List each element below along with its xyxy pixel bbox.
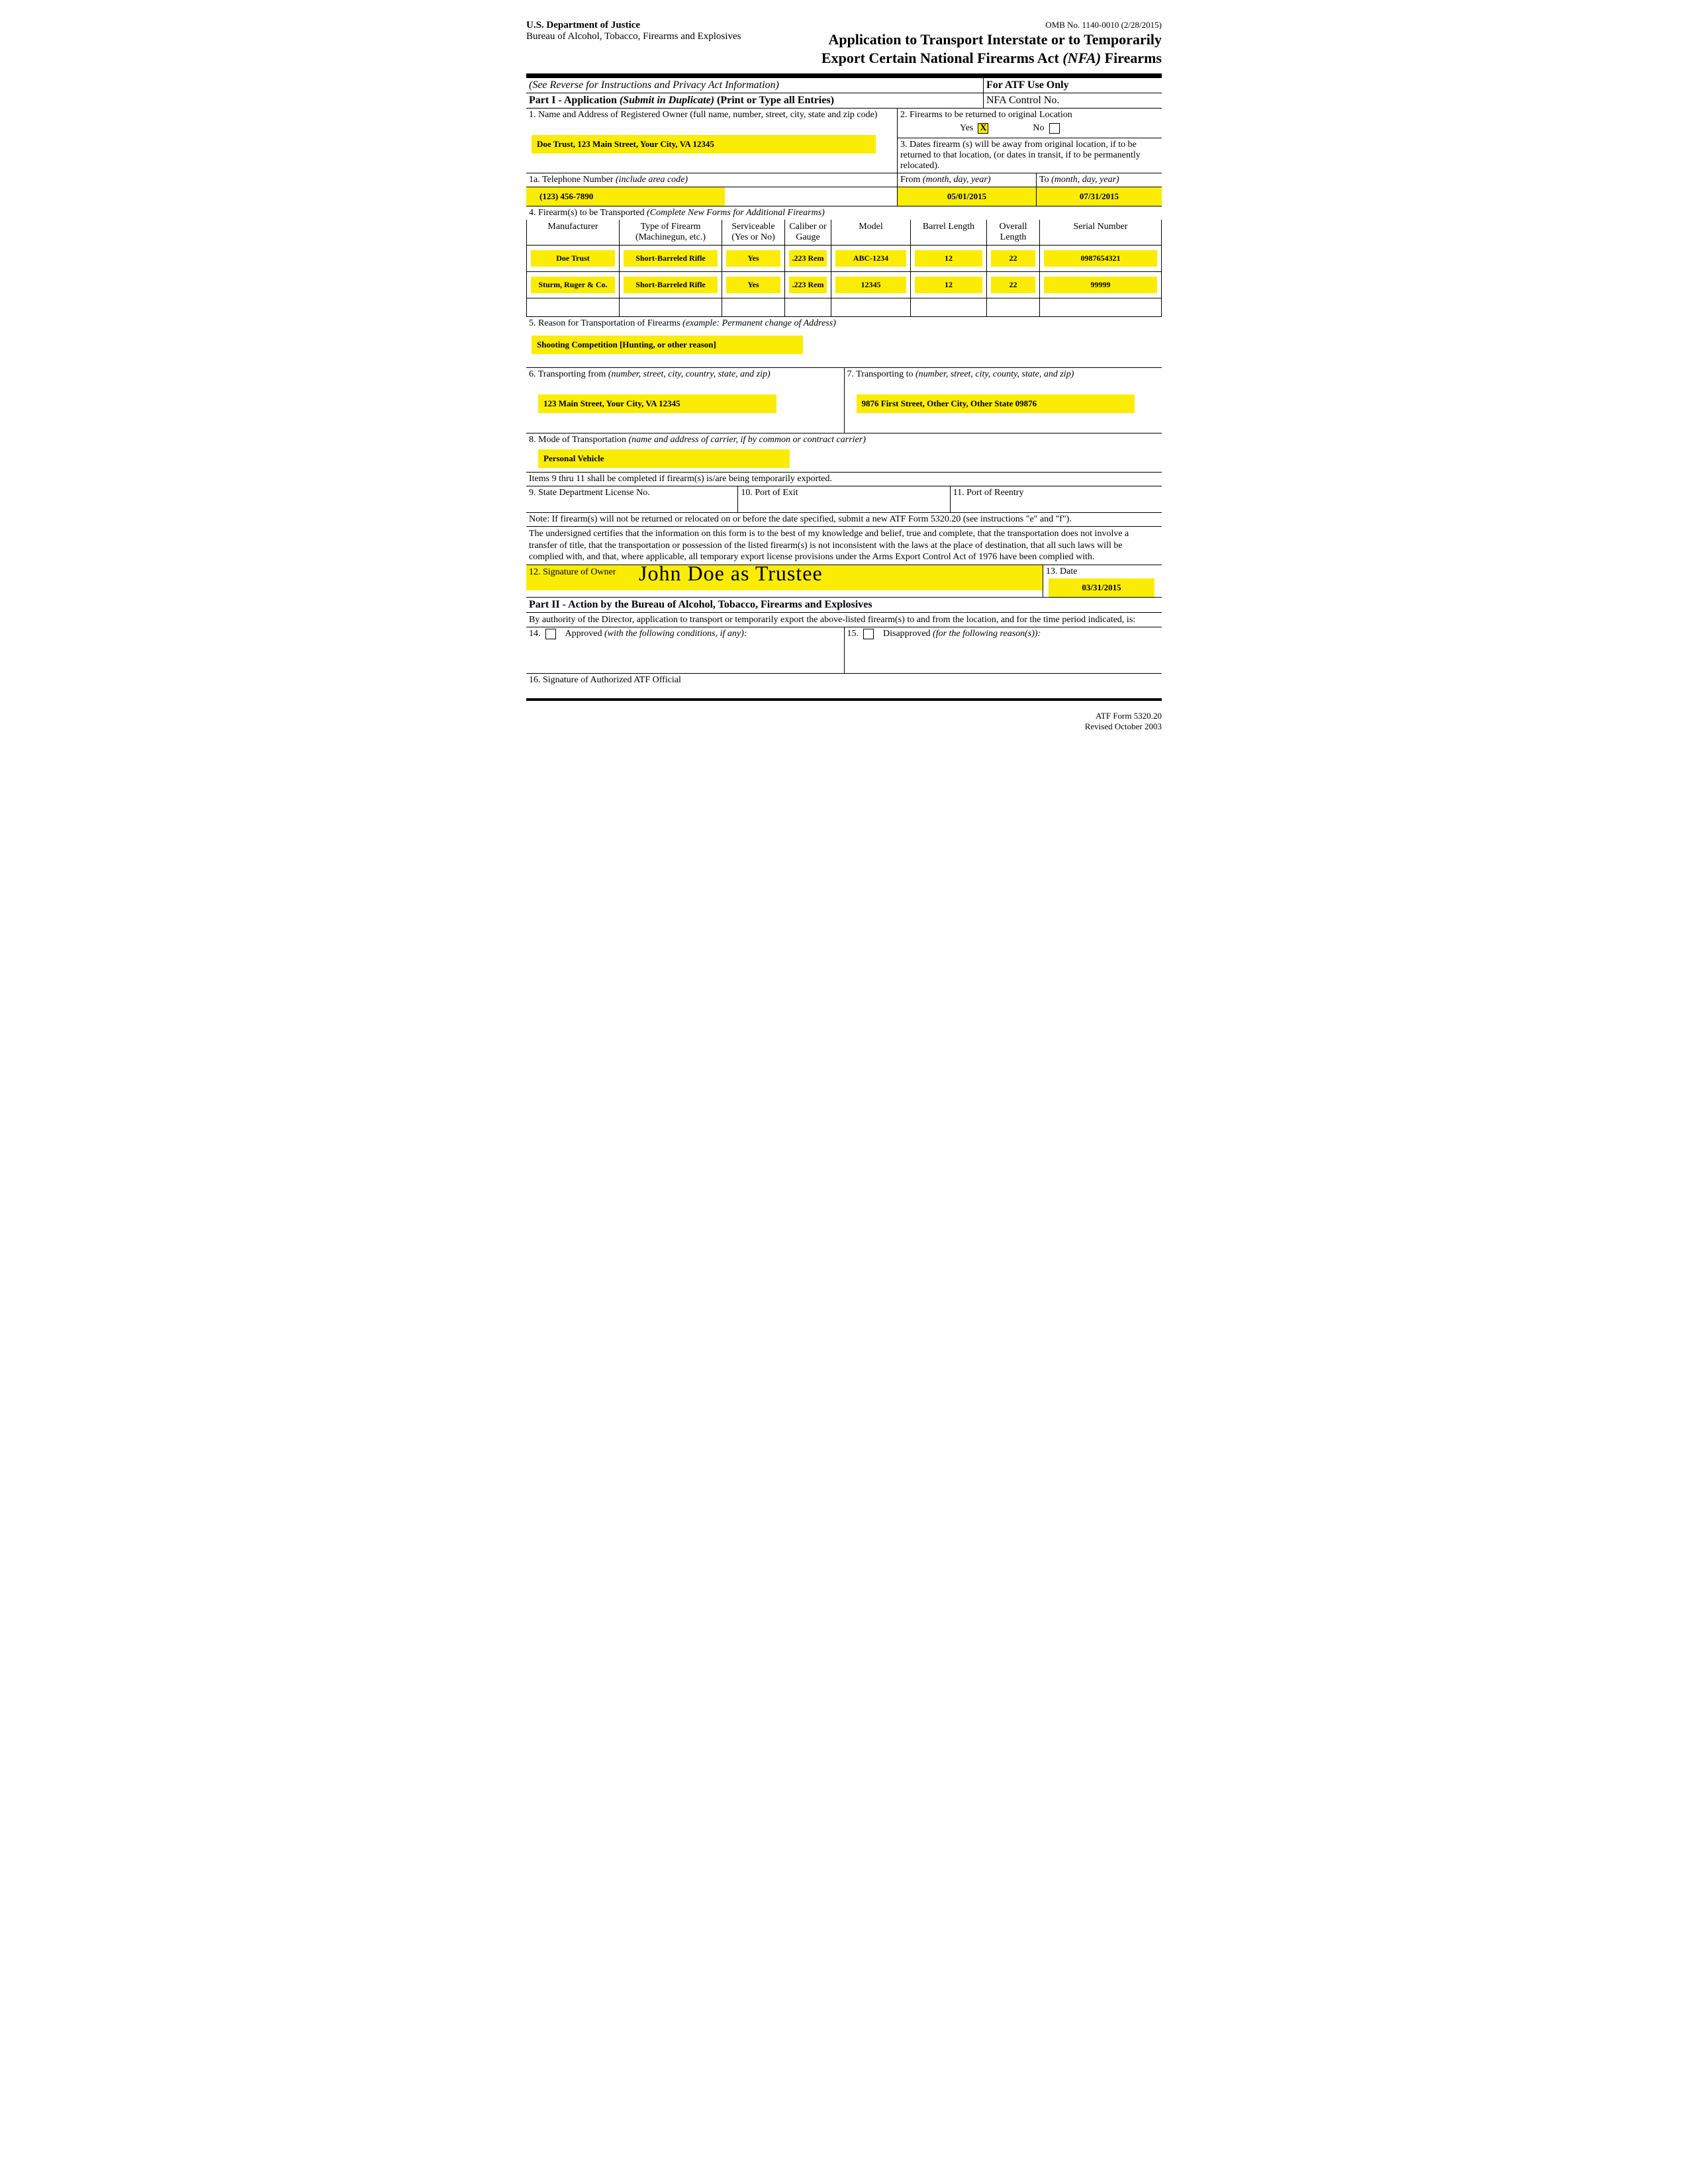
bureau-name: Bureau of Alcohol, Tobacco, Firearms and… bbox=[526, 31, 741, 42]
q10-label: 10. Port of Exit bbox=[737, 486, 949, 512]
no-checkbox[interactable] bbox=[1049, 123, 1060, 134]
row-part1: Part I - Application (Submit in Duplicat… bbox=[526, 93, 1162, 109]
dept-block: U.S. Department of Justice Bureau of Alc… bbox=[526, 20, 741, 42]
note-text: Note: If firearm(s) will not be returned… bbox=[526, 513, 1162, 527]
items-9-11-note: Items 9 thru 11 shall be completed if fi… bbox=[526, 473, 1162, 486]
q16-label: 16. Signature of Authorized ATF Official bbox=[526, 674, 1162, 699]
signature-field[interactable]: John Doe as Trustee bbox=[639, 561, 823, 586]
from-date-field[interactable]: 05/01/2015 bbox=[898, 187, 1036, 206]
row-reverse-atf: (See Reverse for Instructions and Privac… bbox=[526, 78, 1162, 93]
table-header-row: Manufacturer Type of Firearm(Machinegun,… bbox=[527, 220, 1162, 246]
q2-label: 2. Firearms to be returned to original L… bbox=[900, 110, 1159, 120]
from-addr-field[interactable]: 123 Main Street, Your City, VA 12345 bbox=[538, 394, 776, 413]
q15-block: 15. Disapproved (for the following reaso… bbox=[844, 627, 1162, 673]
footer: ATF Form 5320.20 Revised October 2003 bbox=[526, 711, 1162, 732]
table-row: Doe Trust Short-Barreled Rifle Yes .223 … bbox=[527, 246, 1162, 272]
part2-heading: Part II - Action by the Bureau of Alcoho… bbox=[526, 598, 1162, 613]
q7-label: 7. Transporting to (number, street, city… bbox=[845, 368, 1162, 381]
reason-field[interactable]: Shooting Competition [Hunting, or other … bbox=[532, 336, 803, 354]
nfa-control-no: NFA Control No. bbox=[983, 93, 1162, 108]
q5-label: 5. Reason for Transportation of Firearms… bbox=[526, 317, 1162, 330]
q13-col: 13. Date 03/31/2015 bbox=[1043, 565, 1162, 597]
to-date-field[interactable]: 07/31/2015 bbox=[1037, 187, 1162, 206]
block-1-2-3: 1. Name and Address of Registered Owner … bbox=[526, 109, 1162, 173]
disapproved-checkbox[interactable] bbox=[863, 629, 874, 639]
row-1a-dates: 1a. Telephone Number (include area code)… bbox=[526, 173, 1162, 206]
row-sig-date: 12. Signature of Owner John Doe as Trust… bbox=[526, 565, 1162, 598]
q14-block: 14. Approved (with the following conditi… bbox=[526, 627, 844, 673]
phone-field[interactable]: (123) 456-7890 bbox=[526, 187, 725, 206]
to-col: To (month, day, year) 07/31/2015 bbox=[1036, 173, 1162, 206]
dept-name: U.S. Department of Justice bbox=[526, 20, 741, 31]
row-9-10-11: 9. State Department License No. 10. Port… bbox=[526, 486, 1162, 513]
q7-col: 7. Transporting to (number, street, city… bbox=[844, 368, 1162, 433]
q12-label: 12. Signature of Owner bbox=[529, 567, 616, 577]
firearms-table: Manufacturer Type of Firearm(Machinegun,… bbox=[526, 220, 1162, 317]
q1-col: 1. Name and Address of Registered Owner … bbox=[526, 109, 897, 173]
q2-block: 2. Firearms to be returned to original L… bbox=[898, 109, 1162, 138]
yes-checkbox[interactable]: X bbox=[978, 123, 988, 134]
omb-number: OMB No. 1140-0010 (2/28/2015) bbox=[1045, 20, 1162, 30]
q3-label: 3. Dates firearm (s) will be away from o… bbox=[898, 138, 1162, 173]
part1-heading: Part I - Application (Submit in Duplicat… bbox=[526, 93, 983, 108]
q13-label: 13. Date bbox=[1043, 565, 1162, 578]
mode-field[interactable]: Personal Vehicle bbox=[538, 449, 790, 468]
from-col: From (month, day, year) 05/01/2015 bbox=[897, 173, 1036, 206]
row-14-15: 14. Approved (with the following conditi… bbox=[526, 627, 1162, 674]
approved-checkbox[interactable] bbox=[545, 629, 556, 639]
row-q6-q7: 6. Transporting from (number, street, ci… bbox=[526, 368, 1162, 433]
sig-date-field[interactable]: 03/31/2015 bbox=[1049, 578, 1154, 597]
q12-col: 12. Signature of Owner John Doe as Trust… bbox=[526, 565, 1043, 597]
q8-label: 8. Mode of Transportation (name and addr… bbox=[526, 433, 1162, 447]
q9-label: 9. State Department License No. bbox=[526, 486, 737, 512]
q1-label: 1. Name and Address of Registered Owner … bbox=[526, 109, 897, 122]
table-row bbox=[527, 298, 1162, 317]
certification-text: The undersigned certifies that the infor… bbox=[526, 527, 1162, 565]
q1a-label: 1a. Telephone Number (include area code) bbox=[526, 173, 897, 187]
q4-label: 4. Firearm(s) to be Transported (Complet… bbox=[526, 206, 1162, 220]
owner-field[interactable]: Doe Trust, 123 Main Street, Your City, V… bbox=[532, 135, 876, 154]
thick-divider bbox=[526, 73, 1162, 78]
q11-label: 11. Port of Reentry bbox=[950, 486, 1162, 512]
to-addr-field[interactable]: 9876 First Street, Other City, Other Sta… bbox=[857, 394, 1135, 413]
q2-q3-col: 2. Firearms to be returned to original L… bbox=[897, 109, 1162, 173]
reverse-note: (See Reverse for Instructions and Privac… bbox=[526, 78, 983, 93]
from-label: From (month, day, year) bbox=[898, 173, 1036, 187]
q6-col: 6. Transporting from (number, street, ci… bbox=[526, 368, 844, 433]
atf-use-only: For ATF Use Only bbox=[983, 78, 1162, 93]
q6-label: 6. Transporting from (number, street, ci… bbox=[526, 368, 844, 381]
to-label: To (month, day, year) bbox=[1037, 173, 1162, 187]
q1a-col: 1a. Telephone Number (include area code)… bbox=[526, 173, 897, 206]
table-row: Sturm, Ruger & Co. Short-Barreled Rifle … bbox=[527, 272, 1162, 298]
authority-text: By authority of the Director, applicatio… bbox=[526, 613, 1162, 628]
